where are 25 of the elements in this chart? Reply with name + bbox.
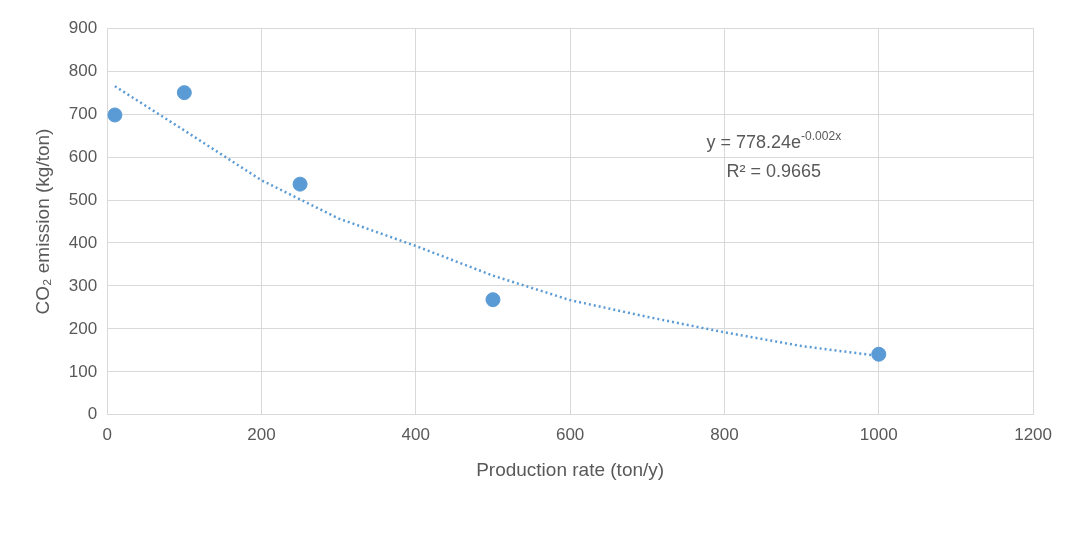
annotation: R² = 0.9665 [726,161,822,182]
y-tick-label: 400 [68,232,98,252]
point [871,346,887,362]
point [176,85,192,101]
x-tick-label: 800 [710,424,739,444]
y-tick-label: 700 [68,103,98,123]
point [292,176,308,192]
x-tick-label: 400 [401,424,430,444]
y-axis-title: CO₂ emission (kg/ton) [31,128,53,315]
y-tick-label: 100 [68,361,98,381]
y-tick-label: 600 [68,146,98,166]
y-tick-label: 800 [68,60,98,80]
x-axis-title: Production rate (ton/y) [476,458,665,480]
y-tick-label: 500 [68,189,98,209]
y-tick-label: 200 [68,318,98,338]
x-tick-label: 200 [247,424,276,444]
point [107,107,123,123]
x-tick-label: 1200 [1014,424,1052,444]
y-tick-label: 0 [87,404,98,424]
x-tick-label: 600 [555,424,585,444]
y-tick-label: 900 [68,17,98,37]
y-tick-label: 300 [68,275,98,295]
x-tick-label: 0 [102,424,112,444]
point [485,292,501,308]
x-tick-label: 1000 [859,424,898,444]
